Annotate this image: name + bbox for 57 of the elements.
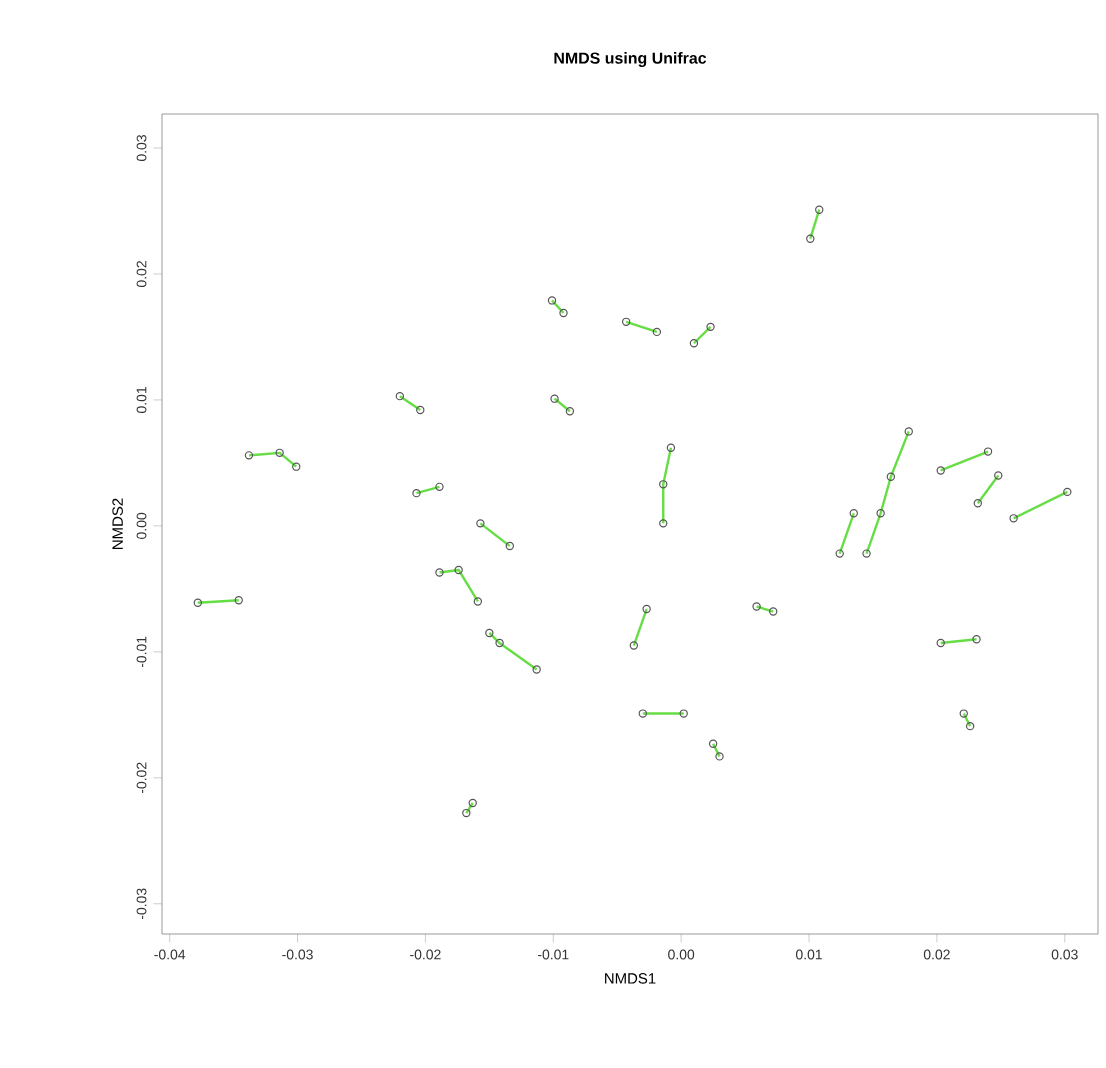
point [904, 427, 913, 436]
point [638, 709, 647, 718]
point [275, 448, 284, 458]
point [1009, 514, 1018, 523]
point [629, 641, 639, 650]
point [416, 405, 425, 415]
point [565, 407, 575, 416]
point [485, 628, 494, 638]
point [835, 549, 844, 558]
point [1063, 487, 1072, 497]
point [244, 451, 254, 460]
point [559, 308, 568, 318]
point [983, 447, 993, 456]
point [973, 499, 982, 508]
point [689, 339, 699, 348]
line-series [865, 430, 910, 555]
point [959, 709, 968, 718]
point [292, 462, 301, 471]
point [679, 709, 688, 718]
point [495, 638, 504, 648]
point [454, 565, 463, 575]
point [193, 598, 202, 607]
point [965, 721, 975, 731]
point [752, 602, 761, 611]
point [412, 488, 421, 498]
point [473, 597, 483, 606]
point [715, 752, 724, 761]
point [706, 322, 715, 332]
point [550, 394, 559, 403]
point [547, 296, 557, 305]
point [435, 482, 444, 492]
point [972, 635, 981, 644]
point [462, 808, 471, 818]
point [769, 607, 778, 616]
point [659, 519, 668, 528]
point [994, 471, 1003, 480]
point [234, 596, 243, 605]
point [815, 205, 824, 214]
point [849, 509, 858, 518]
point [666, 443, 676, 452]
point [659, 480, 668, 489]
point [806, 234, 815, 243]
point [468, 798, 477, 808]
point [652, 327, 662, 337]
point [886, 472, 896, 481]
point [876, 509, 885, 518]
point [936, 466, 945, 475]
point [708, 739, 718, 748]
point [435, 568, 444, 577]
point [476, 519, 485, 528]
point [936, 638, 945, 648]
point [395, 391, 405, 401]
point [621, 317, 631, 327]
point [532, 665, 541, 674]
point [862, 549, 871, 558]
point [642, 604, 651, 614]
point [505, 541, 514, 551]
